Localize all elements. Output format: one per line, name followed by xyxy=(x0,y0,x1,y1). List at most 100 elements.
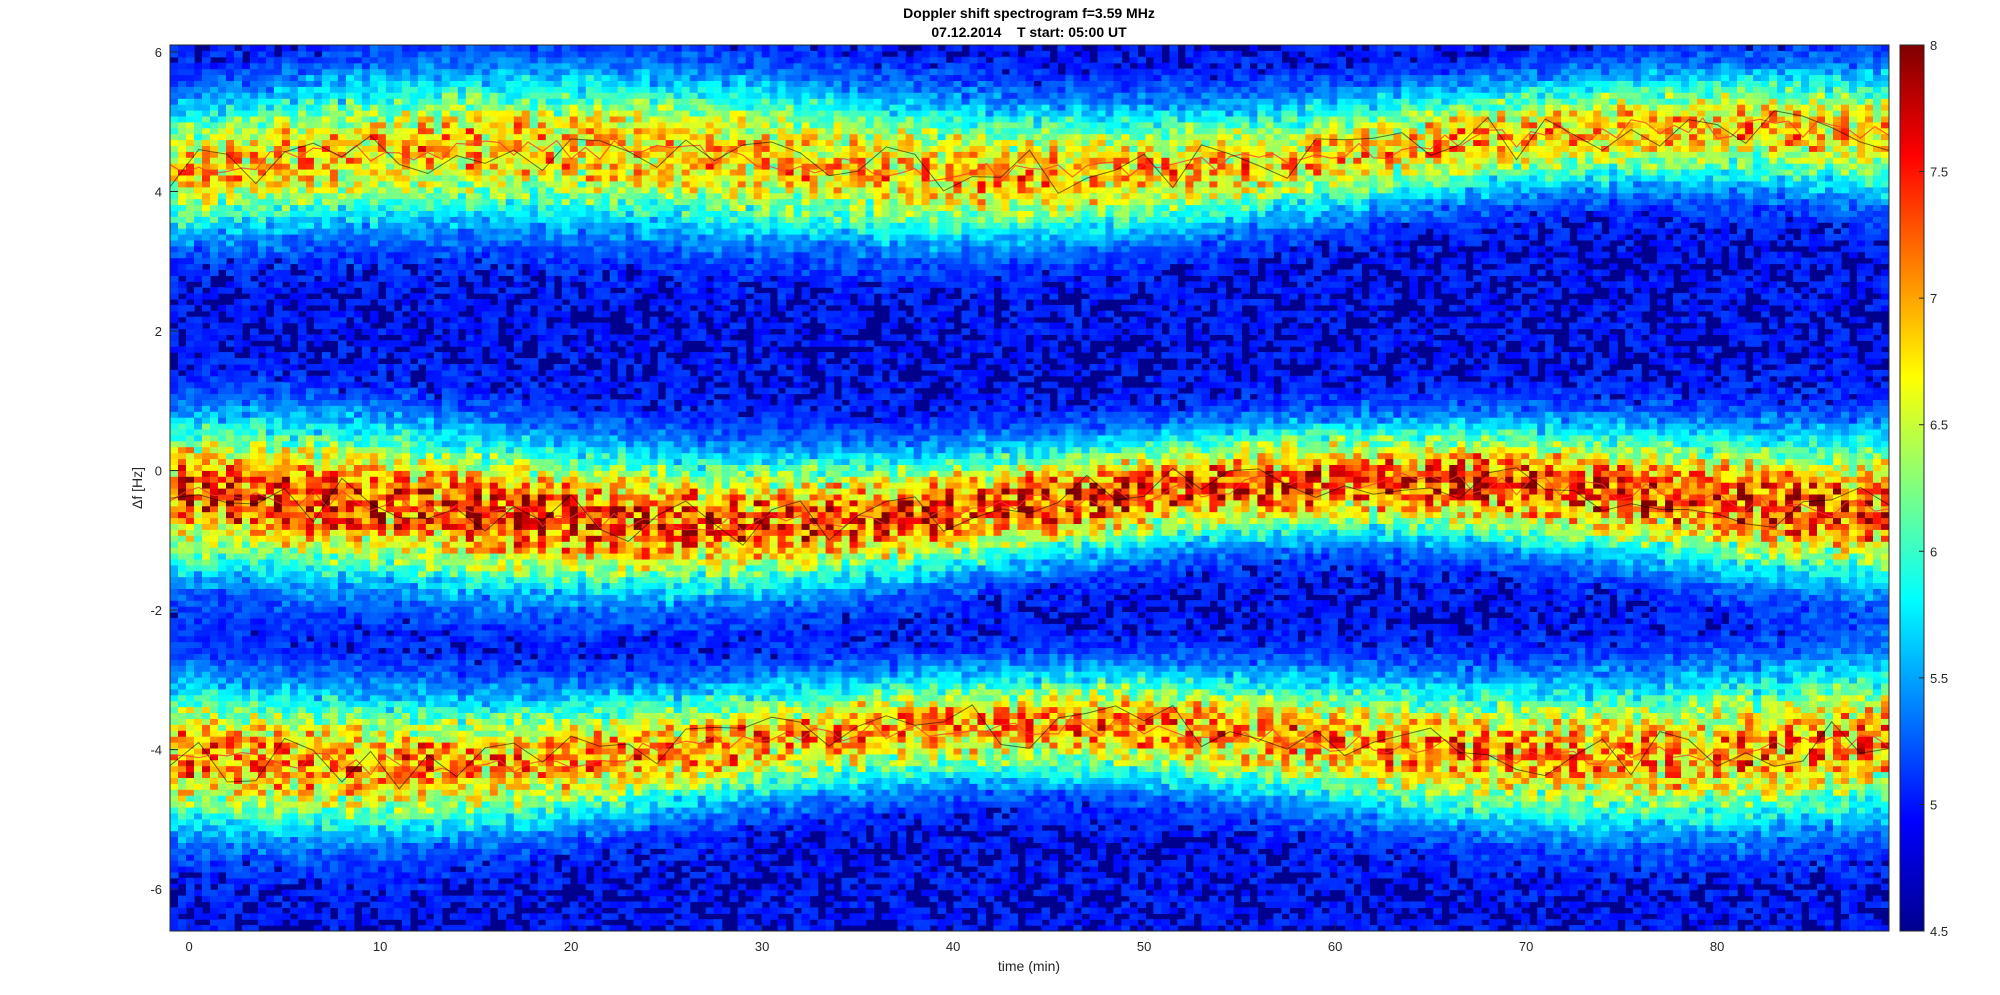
heatmap-cell xyxy=(297,606,307,613)
heatmap-cell xyxy=(210,824,219,832)
heatmap-cell xyxy=(433,145,443,152)
heatmap-cell xyxy=(305,836,315,843)
heatmap-cell xyxy=(305,712,315,719)
heatmap-cell xyxy=(441,434,451,442)
heatmap-cell xyxy=(385,801,395,808)
heatmap-cell xyxy=(441,121,451,129)
heatmap-cell xyxy=(377,387,387,395)
heatmap-cell xyxy=(273,641,283,649)
heatmap-cell xyxy=(377,328,387,335)
heatmap-cell xyxy=(194,795,203,802)
heatmap-cell xyxy=(186,470,195,477)
heatmap-cell xyxy=(257,62,267,70)
heatmap-cell xyxy=(441,263,451,270)
heatmap-cell xyxy=(409,600,419,607)
heatmap-cell xyxy=(377,541,387,548)
heatmap-cell xyxy=(425,86,435,93)
heatmap-cell xyxy=(321,712,331,719)
heatmap-cell xyxy=(194,293,203,300)
heatmap-cell xyxy=(425,682,435,690)
heatmap-cell xyxy=(234,121,243,129)
heatmap-cell xyxy=(425,860,435,867)
heatmap-cell xyxy=(289,204,299,211)
heatmap-cell xyxy=(401,174,411,182)
heatmap-cell xyxy=(369,564,379,572)
heatmap-cell xyxy=(226,553,235,560)
heatmap-cell xyxy=(273,263,283,270)
heatmap-cell xyxy=(449,724,459,731)
heatmap-cell xyxy=(265,553,275,560)
heatmap-cell xyxy=(441,807,451,814)
heatmap-cell xyxy=(321,174,331,182)
heatmap-cell xyxy=(361,594,371,601)
heatmap-cell xyxy=(305,588,315,595)
heatmap-cell xyxy=(385,180,395,188)
heatmap-cell xyxy=(345,133,355,141)
heatmap-cell xyxy=(257,228,267,235)
heatmap-cell xyxy=(449,198,459,206)
heatmap-cell xyxy=(273,287,283,294)
heatmap-cell xyxy=(353,198,363,206)
heatmap-cell xyxy=(417,535,427,542)
heatmap-cell xyxy=(289,848,299,855)
heatmap-cell xyxy=(385,192,395,200)
heatmap-cell xyxy=(441,860,451,867)
heatmap-cell xyxy=(226,671,235,678)
heatmap-cell xyxy=(257,842,267,849)
heatmap-cell xyxy=(297,228,307,235)
heatmap-cell xyxy=(289,488,299,495)
heatmap-cell xyxy=(178,718,187,725)
heatmap-cell xyxy=(234,470,243,477)
heatmap-cell xyxy=(210,364,219,371)
heatmap-cell xyxy=(417,482,427,489)
heatmap-cell xyxy=(234,210,243,217)
heatmap-cell xyxy=(305,186,315,194)
heatmap-cell xyxy=(321,682,331,690)
heatmap-cell xyxy=(257,777,267,784)
heatmap-cell xyxy=(449,801,459,808)
heatmap-cell xyxy=(313,677,323,684)
heatmap-cell xyxy=(297,659,307,666)
heatmap-cell xyxy=(273,570,283,578)
heatmap-cell xyxy=(305,364,315,371)
heatmap-cell xyxy=(273,387,283,395)
heatmap-cell xyxy=(441,216,451,223)
heatmap-cell xyxy=(210,352,219,359)
heatmap-cell xyxy=(218,907,227,914)
heatmap-cell xyxy=(449,470,459,477)
heatmap-cell xyxy=(178,180,187,188)
heatmap-cell xyxy=(313,925,323,931)
heatmap-cell xyxy=(417,665,427,672)
heatmap-cell xyxy=(337,239,347,247)
heatmap-cell xyxy=(321,92,331,99)
heatmap-cell xyxy=(242,635,251,643)
heatmap-cell xyxy=(417,45,427,52)
heatmap-cell xyxy=(329,883,339,891)
heatmap-cell xyxy=(218,157,227,164)
heatmap-cell xyxy=(369,753,379,761)
heatmap-cell xyxy=(345,511,355,519)
heatmap-cell xyxy=(265,511,275,519)
heatmap-cell xyxy=(234,145,243,152)
heatmap-cell xyxy=(377,718,387,725)
heatmap-cell xyxy=(186,210,195,217)
heatmap-cell xyxy=(250,145,259,152)
heatmap-cell xyxy=(218,564,227,572)
heatmap-cell xyxy=(242,204,251,211)
heatmap-cell xyxy=(234,682,243,690)
heatmap-cell xyxy=(289,358,299,365)
heatmap-cell xyxy=(425,730,435,737)
heatmap-cell xyxy=(194,647,203,654)
heatmap-cell xyxy=(449,842,459,849)
heatmap-cell xyxy=(417,547,427,554)
heatmap-cell xyxy=(377,417,387,424)
heatmap-cell xyxy=(353,712,363,719)
heatmap-cell xyxy=(305,251,315,259)
heatmap-cell xyxy=(329,706,339,713)
heatmap-cell xyxy=(194,505,203,513)
heatmap-cell xyxy=(186,440,195,448)
heatmap-cell xyxy=(265,239,275,247)
heatmap-cell xyxy=(361,523,371,530)
heatmap-cell xyxy=(186,340,195,347)
heatmap-cell xyxy=(313,393,323,400)
